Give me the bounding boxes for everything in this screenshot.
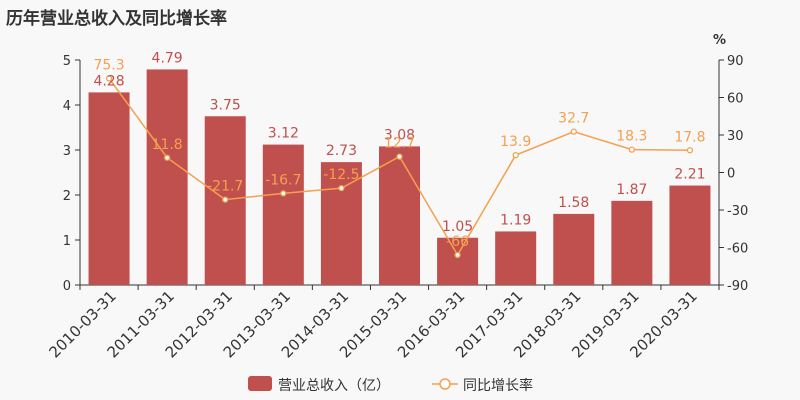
legend-bar-swatch	[248, 376, 272, 391]
bar-value-label: 4.28	[93, 73, 124, 89]
bar-value-label: 3.12	[268, 126, 299, 142]
growth-point	[280, 190, 287, 197]
bar-value-label: 1.87	[616, 182, 647, 198]
growth-point	[628, 146, 636, 153]
bar-value-label: 3.08	[384, 127, 415, 143]
bar	[320, 162, 362, 285]
growth-point	[222, 196, 229, 203]
growth-point	[163, 154, 171, 161]
growth-value-label: 75.3	[93, 57, 124, 73]
bar-value-label: 2.21	[674, 167, 705, 183]
growth-point	[396, 153, 403, 160]
growth-point	[105, 75, 113, 82]
y-right-tick-label: -90	[727, 279, 748, 294]
growth-point	[338, 184, 345, 192]
bar-value-label: 1.19	[500, 212, 531, 228]
bar	[88, 92, 130, 286]
y-right-tick-label: -30	[727, 204, 748, 219]
bar	[262, 144, 304, 285]
y-right-tick-label: 60	[727, 92, 744, 107]
y-left-tick-label: 4	[63, 99, 71, 114]
y-left-tick-label: 2	[63, 189, 71, 204]
bar	[379, 146, 420, 285]
chart-title: 历年营业总收入及同比增长率	[6, 9, 227, 29]
bar	[437, 237, 479, 285]
growth-value-label: -12.5	[323, 167, 359, 183]
legend-bar-label: 营业总收入（亿）	[278, 378, 390, 394]
growth-value-label: 32.7	[558, 111, 589, 127]
bar-value-label: 2.73	[326, 143, 357, 159]
growth-point	[454, 251, 461, 259]
growth-value-label: 11.8	[152, 137, 183, 153]
y-left-tick-label: 3	[63, 144, 71, 159]
growth-point	[570, 128, 577, 135]
bar	[495, 231, 537, 285]
bar	[553, 213, 595, 285]
growth-value-label: 18.3	[616, 129, 647, 145]
growth-value-label: 17.8	[674, 129, 705, 145]
y-right-tick-label: -60	[727, 242, 748, 257]
y-right-tick-label: 90	[727, 54, 744, 69]
y-left-tick-label: 0	[63, 279, 71, 294]
bar	[669, 185, 711, 285]
bar	[611, 200, 653, 285]
y-left-tick-label: 5	[63, 54, 71, 69]
y-right-tick-label: 0	[727, 167, 735, 182]
legend-line-marker	[439, 378, 451, 390]
growth-value-label: 12.7	[384, 136, 415, 152]
growth-value-label: -66	[446, 234, 469, 250]
growth-point	[512, 151, 519, 159]
bar-value-label: 1.58	[558, 195, 589, 211]
bar-value-label: 3.75	[210, 97, 241, 113]
bar-value-label: 4.79	[152, 50, 183, 66]
bar-value-label: 1.05	[442, 219, 473, 235]
bar	[146, 69, 188, 285]
growth-value-label: 13.9	[500, 134, 531, 150]
growth-point	[686, 147, 694, 154]
y-right-unit: %	[713, 33, 726, 48]
growth-value-label: -16.7	[265, 172, 301, 188]
legend-line-label: 同比增长率	[463, 377, 533, 394]
growth-value-label: -21.7	[207, 179, 243, 195]
y-left-tick-label: 1	[63, 234, 71, 249]
y-right-tick-label: 30	[727, 129, 744, 144]
